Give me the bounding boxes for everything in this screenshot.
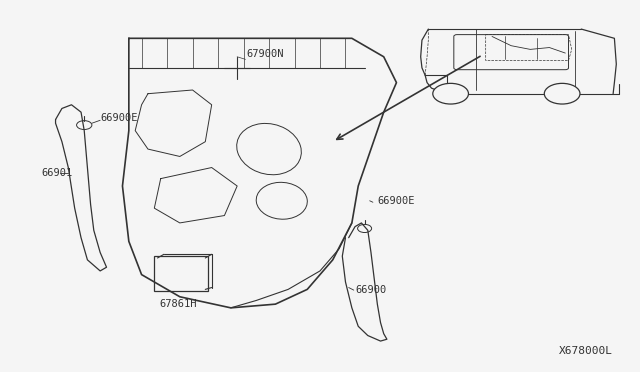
Text: 67900N: 67900N — [246, 49, 284, 59]
Circle shape — [433, 83, 468, 104]
Circle shape — [544, 83, 580, 104]
Text: 66900E: 66900E — [100, 113, 138, 123]
Text: 66900: 66900 — [355, 285, 387, 295]
Text: X678000L: X678000L — [559, 346, 613, 356]
Text: 67861H: 67861H — [159, 299, 197, 309]
Text: 66901: 66901 — [41, 168, 72, 178]
Text: 66900E: 66900E — [378, 196, 415, 206]
